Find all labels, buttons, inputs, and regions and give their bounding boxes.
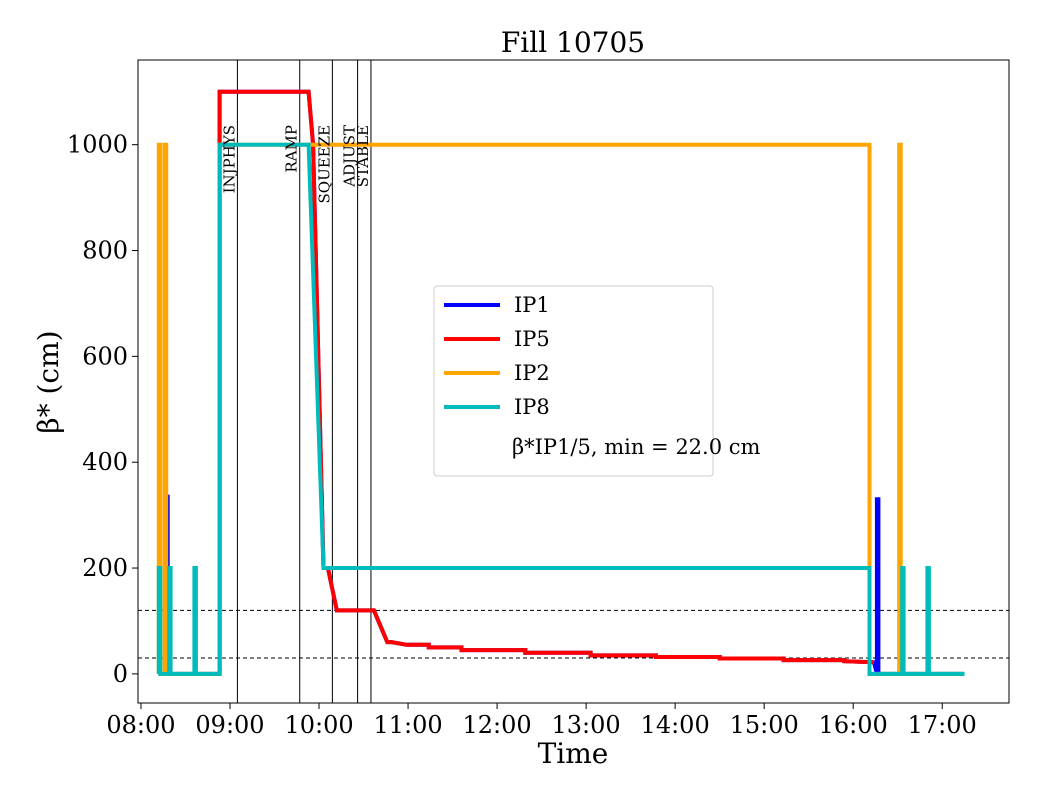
legend-box <box>433 285 714 477</box>
x-tick-label: 15:00 <box>730 711 799 739</box>
y-tick-label: 600 <box>82 342 128 370</box>
y-tick-label: 200 <box>82 554 128 582</box>
y-tick-label: 800 <box>82 237 128 265</box>
x-tick-label: 13:00 <box>552 711 621 739</box>
legend-entry-ip8: IP8 <box>514 395 550 419</box>
legend: IP1 IP5 IP2 IP8 β*IP1/5, min = 22.0 cm <box>433 285 761 477</box>
phase-label: RAMP <box>283 125 301 173</box>
x-tick-label: 16:00 <box>819 711 888 739</box>
y-tick-label: 400 <box>82 448 128 476</box>
x-axis-label: Time <box>538 737 609 770</box>
legend-note: β*IP1/5, min = 22.0 cm <box>512 435 761 459</box>
axes <box>137 59 1010 704</box>
x-tick-label: 17:00 <box>908 711 977 739</box>
plot-frame <box>137 59 1010 704</box>
reference-lines <box>138 609 1009 659</box>
phase-lines <box>236 60 372 703</box>
legend-entry-ip5: IP5 <box>514 327 550 351</box>
phase-label: ADJUST <box>341 125 359 188</box>
x-tick-label: 12:00 <box>462 711 531 739</box>
x-tick-label: 08:00 <box>106 711 175 739</box>
y-tick-label: 1000 <box>67 131 128 159</box>
legend-entry-ip1: IP1 <box>514 293 550 317</box>
x-tick-label: 14:00 <box>641 711 710 739</box>
y-axis-label: β* (cm) <box>32 330 65 433</box>
series-line-ip8 <box>156 142 965 676</box>
x-tick-label: 10:00 <box>284 711 353 739</box>
series-lines <box>156 89 965 676</box>
x-tick-label: 11:00 <box>373 711 442 739</box>
ticks: 08:00 09:00 10:00 11:00 12:00 13:00 14:00 15:00… <box>67 131 977 739</box>
phase-label: SQUEEZE <box>315 125 333 204</box>
y-tick-label: 0 <box>113 660 128 688</box>
legend-entry-ip2: IP2 <box>514 361 550 385</box>
chart-title: Fill 10705 <box>501 26 645 59</box>
phase-label: INJPHYS <box>220 125 238 193</box>
phase-label: STABLE <box>354 125 372 187</box>
x-tick-label: 09:00 <box>195 711 264 739</box>
